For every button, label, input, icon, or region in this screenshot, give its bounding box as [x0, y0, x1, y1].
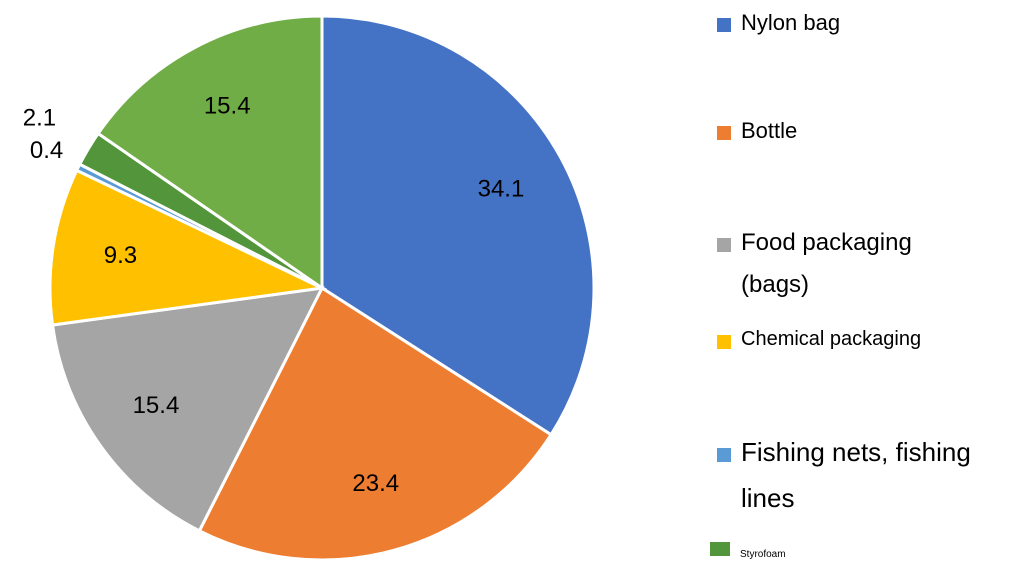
legend-item: Food packaging (bags)	[717, 222, 967, 306]
legend-item: Fishing nets, fishing lines	[717, 430, 1007, 521]
legend-label: Food packaging (bags)	[741, 229, 912, 298]
legend-swatch	[717, 18, 731, 33]
data-label: 15.4	[133, 392, 180, 419]
pie-slice	[50, 286, 325, 533]
legend-item: Styrofoam	[710, 540, 910, 568]
legend-swatch	[717, 126, 731, 141]
legend-label: Nylon bag	[741, 10, 841, 35]
legend-item: Chemical packaging	[717, 322, 1007, 357]
pie-slice	[48, 168, 328, 327]
pie: 34.1 23.4 15.4 9.3 0.4 2.1 15.4	[23, 14, 596, 562]
data-label: 2.1	[23, 105, 56, 132]
data-label: 34.1	[478, 175, 525, 202]
pie-slice	[197, 285, 554, 562]
legend-label: Fishing nets, fishing lines	[741, 437, 971, 513]
legend-item: Bottle	[717, 112, 917, 151]
data-label: 9.3	[104, 242, 137, 269]
legend-swatch	[717, 334, 731, 349]
data-label: 15.4	[204, 93, 251, 120]
legend-item: Nylon bag	[717, 4, 917, 43]
legend-label: Styrofoam	[740, 549, 786, 560]
data-label: 23.4	[352, 470, 399, 497]
pie-slice	[96, 14, 324, 291]
legend-swatch	[717, 238, 731, 252]
data-label: 0.4	[30, 137, 63, 164]
legend-label: Bottle	[741, 118, 798, 143]
legend-label: Chemical packaging	[741, 328, 922, 350]
legend-swatch	[710, 542, 730, 556]
legend-swatch	[717, 447, 731, 462]
